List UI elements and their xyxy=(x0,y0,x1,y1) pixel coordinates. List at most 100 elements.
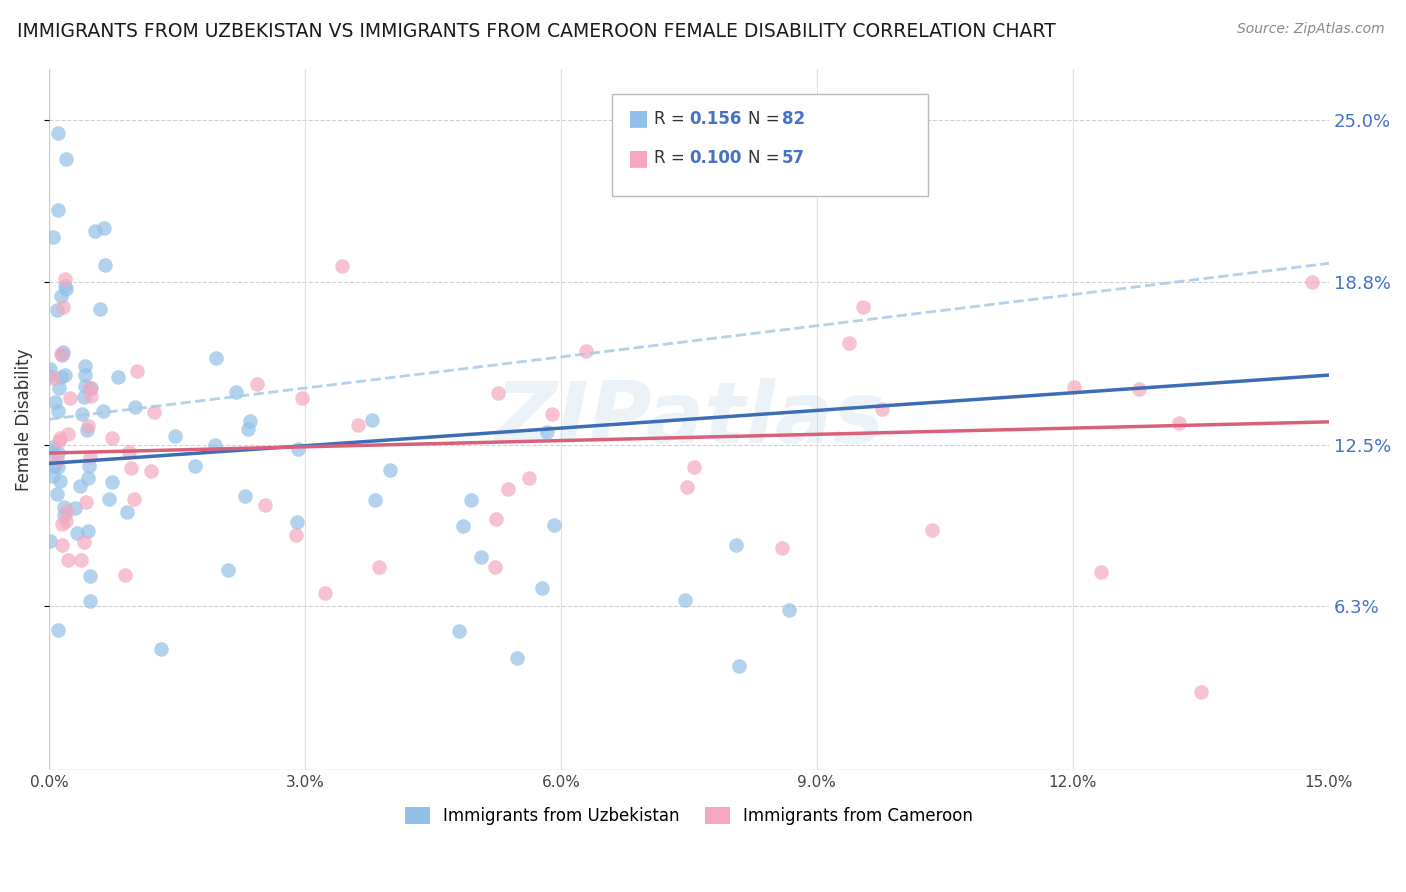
Point xyxy=(115,505,138,519)
Point xyxy=(73,359,96,373)
Point xyxy=(84,224,107,238)
Point xyxy=(48,434,70,448)
Point xyxy=(460,493,482,508)
Point xyxy=(46,487,69,501)
Point xyxy=(41,469,63,483)
Point xyxy=(184,459,207,474)
Point xyxy=(484,560,506,574)
Point xyxy=(253,498,276,512)
Point xyxy=(852,301,875,315)
Point xyxy=(49,370,72,384)
Point xyxy=(42,440,65,454)
Point xyxy=(51,516,73,531)
Point xyxy=(451,519,474,533)
Point xyxy=(46,203,69,218)
Point xyxy=(124,492,146,507)
Point xyxy=(76,524,98,538)
Point xyxy=(673,593,696,607)
Point xyxy=(52,301,75,315)
Point xyxy=(101,475,124,490)
Point xyxy=(80,382,103,396)
Point xyxy=(235,489,257,503)
Point xyxy=(55,153,77,167)
Point xyxy=(778,603,800,617)
Point xyxy=(39,444,62,458)
Point xyxy=(59,391,82,405)
Point xyxy=(498,483,520,497)
Point xyxy=(76,419,98,434)
Text: 0.156: 0.156 xyxy=(689,110,741,128)
Point xyxy=(485,512,508,526)
Point xyxy=(52,345,75,359)
Point xyxy=(38,368,60,383)
Text: ZIPatlas: ZIPatlas xyxy=(494,377,884,461)
Text: R =: R = xyxy=(654,110,690,128)
Text: ■: ■ xyxy=(628,148,650,168)
Point xyxy=(44,395,66,409)
Point xyxy=(53,500,76,514)
Point xyxy=(97,491,120,506)
Point xyxy=(53,508,76,523)
Point xyxy=(921,523,943,537)
Point xyxy=(46,127,69,141)
Point xyxy=(120,460,142,475)
Point xyxy=(225,384,247,399)
Point xyxy=(51,347,73,361)
Point xyxy=(517,471,540,485)
Point xyxy=(361,412,384,426)
Point xyxy=(347,418,370,433)
Point xyxy=(42,371,65,385)
Point xyxy=(332,259,354,273)
Text: 82: 82 xyxy=(782,110,804,128)
Y-axis label: Female Disability: Female Disability xyxy=(15,348,32,491)
Point xyxy=(536,425,558,440)
Legend: Immigrants from Uzbekistan, Immigrants from Cameroon: Immigrants from Uzbekistan, Immigrants f… xyxy=(405,806,973,825)
Point xyxy=(291,391,314,405)
Point xyxy=(541,407,564,421)
Point xyxy=(55,272,77,286)
Text: IMMIGRANTS FROM UZBEKISTAN VS IMMIGRANTS FROM CAMEROON FEMALE DISABILITY CORRELA: IMMIGRANTS FROM UZBEKISTAN VS IMMIGRANTS… xyxy=(17,22,1056,41)
Point xyxy=(1063,380,1085,394)
Point xyxy=(364,492,387,507)
Point xyxy=(51,289,73,303)
Point xyxy=(1301,275,1323,289)
Point xyxy=(49,474,72,488)
Point xyxy=(246,376,269,391)
Point xyxy=(53,279,76,293)
Point xyxy=(42,458,65,473)
Point xyxy=(218,563,240,577)
Point xyxy=(486,385,509,400)
Point xyxy=(72,535,94,549)
Point xyxy=(79,450,101,465)
Point xyxy=(139,464,162,478)
Point xyxy=(46,460,69,475)
Point xyxy=(470,549,492,564)
Point xyxy=(770,541,793,555)
Point xyxy=(91,404,114,418)
Point xyxy=(1168,416,1191,430)
Point xyxy=(1189,685,1212,699)
Point xyxy=(575,343,598,358)
Point xyxy=(75,379,97,393)
Point xyxy=(55,514,77,528)
Point xyxy=(118,445,141,459)
Point xyxy=(150,641,173,656)
Point xyxy=(76,471,98,485)
Point xyxy=(506,650,529,665)
Point xyxy=(53,368,76,382)
Point xyxy=(49,431,72,445)
Point xyxy=(80,388,103,402)
Point xyxy=(58,427,80,442)
Point xyxy=(367,560,389,574)
Point xyxy=(89,301,111,316)
Point xyxy=(447,624,470,638)
Point xyxy=(676,480,699,494)
Point xyxy=(1128,382,1150,396)
Point xyxy=(51,538,73,552)
Point xyxy=(73,390,96,404)
Text: Source: ZipAtlas.com: Source: ZipAtlas.com xyxy=(1237,22,1385,37)
Text: N =: N = xyxy=(748,110,785,128)
Point xyxy=(543,517,565,532)
Point xyxy=(724,538,747,552)
Point xyxy=(46,446,69,460)
